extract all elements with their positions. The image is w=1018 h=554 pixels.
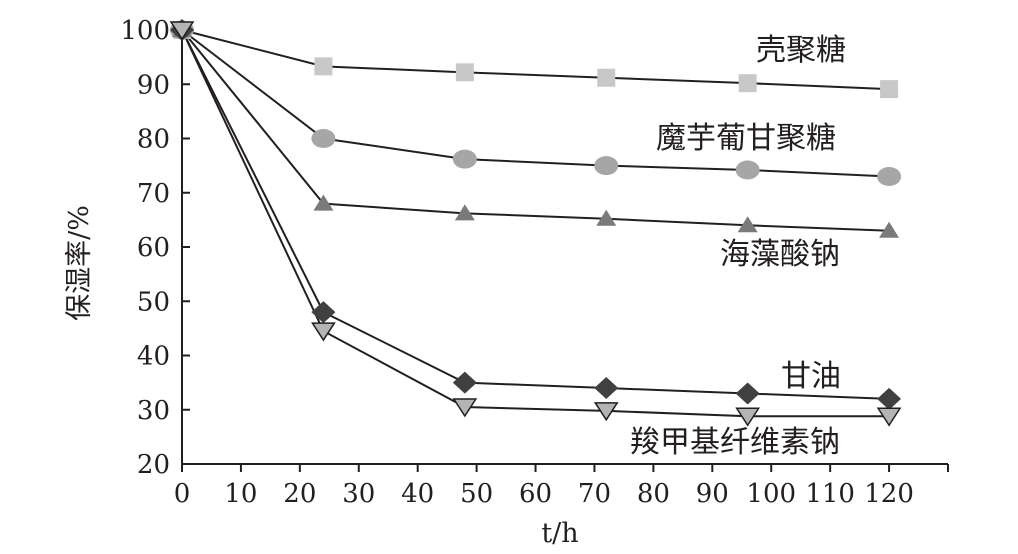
series-label-1: 壳聚糖	[756, 33, 846, 68]
data-point	[452, 398, 478, 418]
series-label-4: 甘油	[781, 359, 841, 394]
data-point	[735, 382, 760, 405]
y-tick-label: 90	[137, 70, 170, 100]
x-tick-label: 20	[283, 479, 316, 509]
y-tick-label: 60	[137, 233, 170, 263]
x-tick-label: 80	[637, 479, 670, 509]
data-point	[738, 74, 757, 93]
data-point	[877, 387, 902, 410]
series-label-2: 魔芋葡甘聚糖	[656, 121, 836, 156]
y-tick-label: 40	[137, 342, 170, 372]
data-point	[314, 57, 333, 76]
data-point	[735, 407, 761, 427]
data-point	[594, 156, 619, 176]
data-point	[311, 129, 336, 148]
x-tick-label: 40	[401, 479, 434, 509]
y-tick-label: 100	[120, 16, 170, 46]
y-tick-label: 30	[137, 396, 170, 426]
y-tick-label: 50	[137, 287, 170, 317]
data-point	[454, 204, 475, 221]
x-tick-label: 10	[224, 479, 257, 509]
data-point	[594, 377, 619, 400]
data-point	[452, 371, 477, 394]
data-point	[879, 221, 900, 238]
x-tick-label: 50	[460, 479, 493, 509]
data-point	[880, 80, 899, 99]
series-line-1	[181, 29, 890, 91]
data-point	[455, 63, 474, 82]
series-line-4	[181, 29, 890, 400]
x-tick-label: 90	[696, 479, 729, 509]
series-line-5	[181, 29, 890, 418]
series-line-3	[181, 29, 890, 232]
data-point	[597, 68, 616, 87]
x-tick-label: 60	[519, 479, 552, 509]
data-point	[735, 160, 760, 180]
axes: 20 30 40 50 60 70 80 90 100 0 10 20 30 40 50 60 70 80 90 10…	[120, 16, 949, 509]
data-point	[452, 149, 477, 169]
series-lines	[181, 29, 890, 418]
y-tick-label: 20	[137, 450, 170, 480]
data-point	[169, 21, 195, 41]
x-tick-label: 70	[578, 479, 611, 509]
x-tick-label: 0	[174, 479, 191, 509]
x-tick-label: 110	[805, 479, 855, 509]
x-tick-label: 100	[746, 479, 796, 509]
data-point	[876, 407, 902, 427]
y-tick-label: 80	[137, 125, 170, 155]
data-point	[877, 166, 902, 186]
y-tick-label: 70	[137, 179, 170, 209]
series-label-3: 海藻酸钠	[720, 237, 840, 272]
data-point	[593, 402, 619, 422]
x-tick-label: 30	[342, 479, 375, 509]
data-point	[313, 194, 334, 211]
y-axis-label: 保湿率/%	[64, 205, 95, 321]
data-point	[311, 301, 336, 324]
data-point	[596, 209, 617, 226]
x-axis-label: t/h	[541, 518, 578, 549]
series-markers	[169, 19, 902, 427]
series-label-5: 羧甲基纤维素钠	[630, 425, 840, 460]
data-point	[737, 216, 758, 233]
data-point	[311, 322, 336, 342]
x-tick-label: 120	[864, 479, 914, 509]
series-line-2	[181, 29, 890, 178]
